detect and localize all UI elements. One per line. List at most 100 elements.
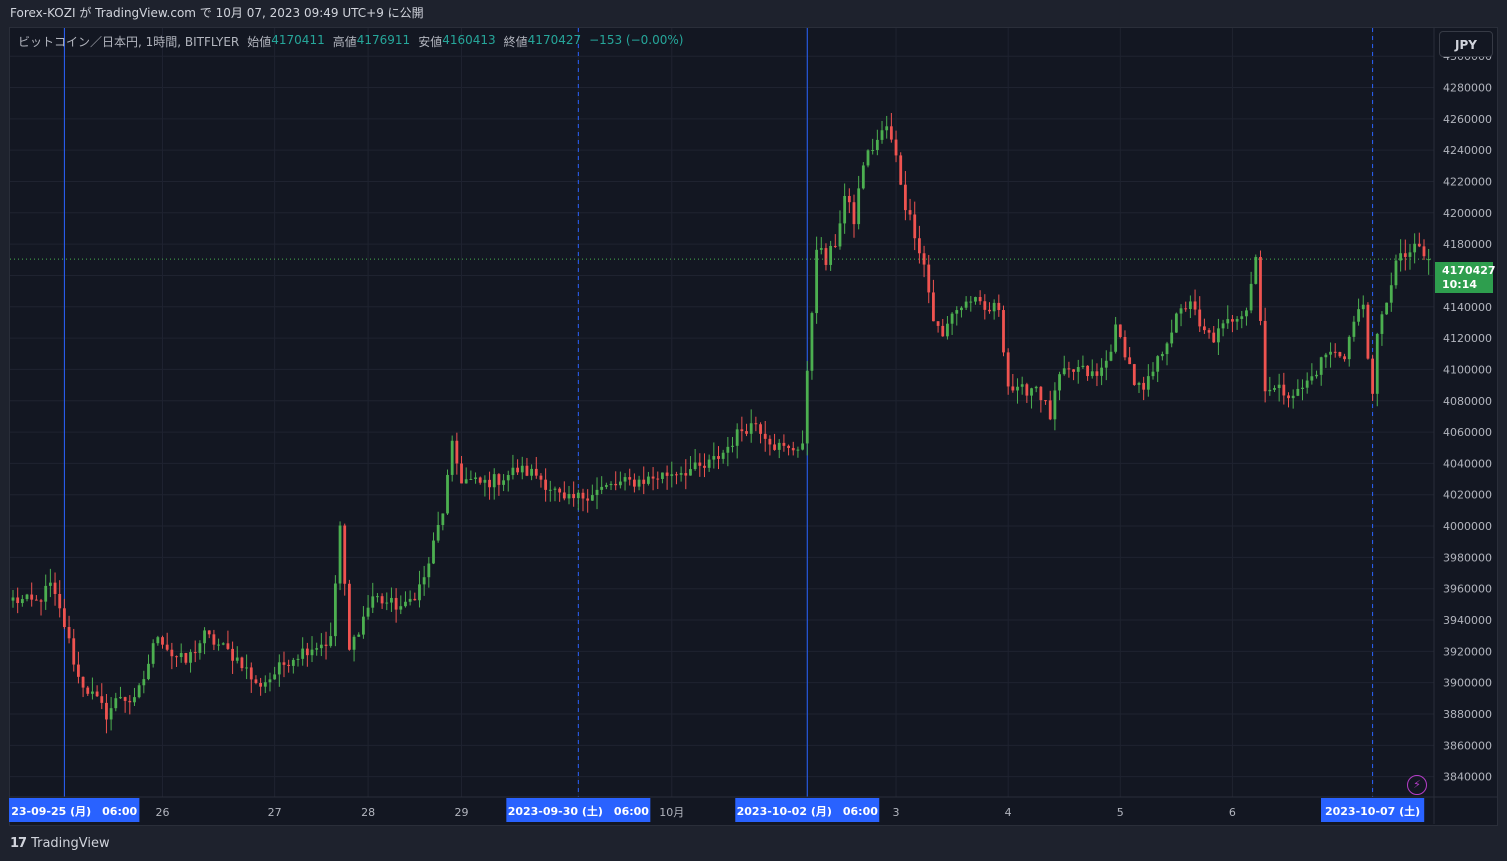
candle-body xyxy=(759,424,762,434)
time-marker-label-bg xyxy=(735,798,880,822)
legend-close-label: 終値 xyxy=(503,35,528,49)
candle-body xyxy=(399,606,403,610)
candle-body xyxy=(595,489,599,496)
candle-body xyxy=(572,493,576,499)
candle-body xyxy=(698,462,702,466)
candle-body xyxy=(576,492,580,499)
candle-body xyxy=(427,563,431,578)
candle-body xyxy=(1104,360,1108,368)
price-tick-label: 4120000 xyxy=(1443,332,1492,345)
candle-body xyxy=(100,696,104,703)
candle-body xyxy=(1128,357,1132,365)
candle-body xyxy=(207,630,211,635)
candle-body xyxy=(62,608,66,628)
legend-change: −153 (−0.00%) xyxy=(589,33,684,47)
time-tick-label: 6 xyxy=(1229,806,1236,819)
candle-body xyxy=(30,594,34,600)
candle-body xyxy=(408,598,412,602)
candle-body xyxy=(1417,243,1421,247)
candle-body xyxy=(632,479,636,487)
candle-body xyxy=(558,488,562,493)
lightning-icon[interactable]: ⚡ xyxy=(1407,775,1427,795)
candle-body xyxy=(1156,356,1160,372)
price-chart[interactable]: 3840000 3860000 3880000 3900000 3920000 39400… xyxy=(9,27,1498,826)
candle-body xyxy=(801,443,804,450)
candle-body xyxy=(446,474,449,514)
candle-body xyxy=(362,616,365,635)
candle-body xyxy=(315,648,319,650)
candle-body xyxy=(371,596,375,608)
candle-body xyxy=(39,600,43,602)
candle-body xyxy=(889,126,893,140)
candle-body xyxy=(1254,256,1258,284)
candle-body xyxy=(1198,309,1202,327)
candle-body xyxy=(992,302,996,312)
candle-body xyxy=(735,429,739,446)
candle-body xyxy=(810,313,814,371)
time-tick-label: 3 xyxy=(893,806,900,819)
price-tick-label: 4000000 xyxy=(1443,520,1492,533)
candle-body xyxy=(1165,343,1169,355)
candle-body xyxy=(86,687,90,694)
candle-body xyxy=(1231,319,1234,322)
candle-body xyxy=(404,601,407,607)
legend-high-value: 4176911 xyxy=(356,33,411,47)
candle-body xyxy=(240,657,244,669)
candle-body xyxy=(497,474,501,485)
candle-body xyxy=(1259,256,1262,321)
candle-body xyxy=(1053,390,1057,420)
candle-body xyxy=(1058,374,1061,391)
candle-body xyxy=(1403,253,1407,257)
legend-close-value: 4170427 xyxy=(527,33,582,47)
candle-body xyxy=(1366,304,1370,359)
time-marker-label: 23-09-25 (月) 06:00 xyxy=(11,805,137,818)
candle-body xyxy=(656,478,660,480)
time-tick-label: 10月 xyxy=(659,806,684,819)
candle-body xyxy=(1301,387,1304,389)
candle-body xyxy=(212,634,216,645)
time-marker-label-bg xyxy=(9,798,140,822)
legend-open-value: 4170411 xyxy=(271,33,325,47)
last-price-tag: 4170427 10:14 xyxy=(1435,262,1496,293)
candle-body xyxy=(932,292,935,322)
candle-body xyxy=(268,679,272,683)
candle-body xyxy=(927,264,931,293)
candle-body xyxy=(357,634,361,637)
bar-countdown: 10:14 xyxy=(1442,278,1478,291)
candle-body xyxy=(1305,380,1309,388)
candle-body xyxy=(731,445,734,447)
candle-body xyxy=(1202,326,1206,331)
tradingview-logo[interactable]: 17 TradingView xyxy=(10,834,110,852)
candle-body xyxy=(432,540,435,564)
chart-frame xyxy=(9,27,1498,826)
currency-button[interactable]: JPY xyxy=(1439,31,1493,57)
candle-body xyxy=(72,638,76,665)
candle-body xyxy=(1146,376,1150,390)
candle-body xyxy=(1151,371,1155,377)
candle-body xyxy=(829,245,833,265)
candle-body xyxy=(1338,352,1342,357)
candle-body xyxy=(712,456,716,460)
candle-body xyxy=(754,423,758,425)
candle-body xyxy=(488,479,491,488)
candle-body xyxy=(964,301,968,308)
price-tick-label: 4240000 xyxy=(1443,144,1492,157)
price-tick-label: 4020000 xyxy=(1443,489,1492,502)
candle-body xyxy=(287,664,291,666)
candle-body xyxy=(324,644,328,646)
candle-body xyxy=(1020,384,1024,387)
candle-body xyxy=(913,214,917,239)
candle-body xyxy=(899,155,903,185)
candle-body xyxy=(1357,309,1360,322)
candle-body xyxy=(782,442,786,446)
price-tick-label: 4260000 xyxy=(1443,113,1492,126)
candle-body xyxy=(819,248,823,250)
candle-body xyxy=(908,210,912,215)
candle-body xyxy=(310,649,314,656)
candle-body xyxy=(385,602,389,604)
price-tick-label: 3940000 xyxy=(1443,614,1492,627)
candle-body xyxy=(875,139,879,151)
candle-body xyxy=(1142,382,1146,390)
candle-body xyxy=(1361,304,1365,310)
candle-body xyxy=(1413,243,1417,253)
